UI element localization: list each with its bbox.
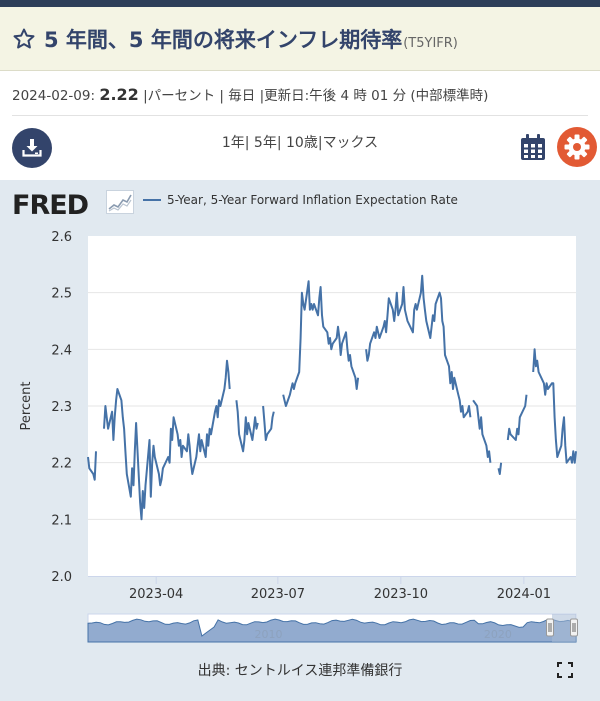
legend-entry: 5-Year, 5-Year Forward Inflation Expecta… xyxy=(167,193,458,207)
series-line xyxy=(87,451,97,481)
navigator-label: 2010 xyxy=(255,628,283,641)
range-max[interactable]: マックス xyxy=(322,135,379,151)
series-line xyxy=(365,274,472,419)
download-icon xyxy=(22,139,42,157)
legend-swatch xyxy=(143,199,161,201)
y-tick-label: 2.3 xyxy=(51,400,72,415)
observation-details: |パーセント | 毎日 |更新日:午後 4 時 01 分 (中部標準時) xyxy=(143,88,489,104)
star-outline-icon[interactable] xyxy=(12,27,36,51)
x-tick-label: 2024-01 xyxy=(497,587,551,602)
source-note: 出典: セントルイス連邦準備銀行 xyxy=(197,663,403,679)
range-1y[interactable]: 1年 xyxy=(221,135,245,151)
series-line xyxy=(532,348,577,464)
page-title: 5 年間、5 年間の将来インフレ期待率(T5YIFR) xyxy=(44,27,458,52)
y-tick-label: 2.4 xyxy=(51,343,72,358)
x-tick-label: 2023-04 xyxy=(129,587,183,602)
y-tick-label: 2.5 xyxy=(51,287,72,302)
series-line xyxy=(262,405,275,441)
calendar-button[interactable] xyxy=(518,132,548,162)
series-line xyxy=(282,280,360,407)
top-stripe xyxy=(0,0,600,7)
y-axis-label: Percent xyxy=(19,382,34,431)
fred-logo: FRED xyxy=(12,190,89,221)
y-tick-label: 2.6 xyxy=(51,230,72,245)
title-bar: 5 年間、5 年間の将来インフレ期待率(T5YIFR) xyxy=(0,7,600,71)
calendar-icon xyxy=(521,134,545,160)
series-line xyxy=(472,399,492,463)
range-10y[interactable]: 10歳 xyxy=(286,135,318,151)
chart-legend: 5-Year, 5-Year Forward Inflation Expecta… xyxy=(143,193,458,207)
divider xyxy=(12,115,588,116)
gear-icon xyxy=(564,134,590,160)
y-tick-label: 2.2 xyxy=(51,457,72,472)
download-button[interactable] xyxy=(12,128,52,168)
observation-meta: 2024-02-09: 2.22 |パーセント | 毎日 |更新日:午後 4 時… xyxy=(12,84,488,104)
series-line xyxy=(235,400,259,453)
fred-sparkline-icon xyxy=(106,190,134,214)
observation-date: 2024-02-09: xyxy=(12,88,96,104)
settings-button[interactable] xyxy=(557,127,597,167)
x-tick-label: 2023-07 xyxy=(251,587,305,602)
series-code: (T5YIFR) xyxy=(403,35,458,51)
y-tick-label: 2.1 xyxy=(51,513,72,528)
navigator-handle[interactable] xyxy=(546,618,554,637)
series-line xyxy=(103,359,231,521)
range-5y[interactable]: 5年 xyxy=(253,135,277,151)
y-tick-label: 2.0 xyxy=(51,570,72,585)
series-line xyxy=(506,394,528,441)
observation-value: 2.22 xyxy=(99,85,139,104)
navigator-area xyxy=(87,618,577,643)
navigator-handle[interactable] xyxy=(570,618,578,637)
fullscreen-icon[interactable] xyxy=(557,662,573,678)
series-line xyxy=(497,462,503,475)
navigator-label: 2020 xyxy=(484,628,512,641)
x-tick-label: 2023-10 xyxy=(374,587,428,602)
